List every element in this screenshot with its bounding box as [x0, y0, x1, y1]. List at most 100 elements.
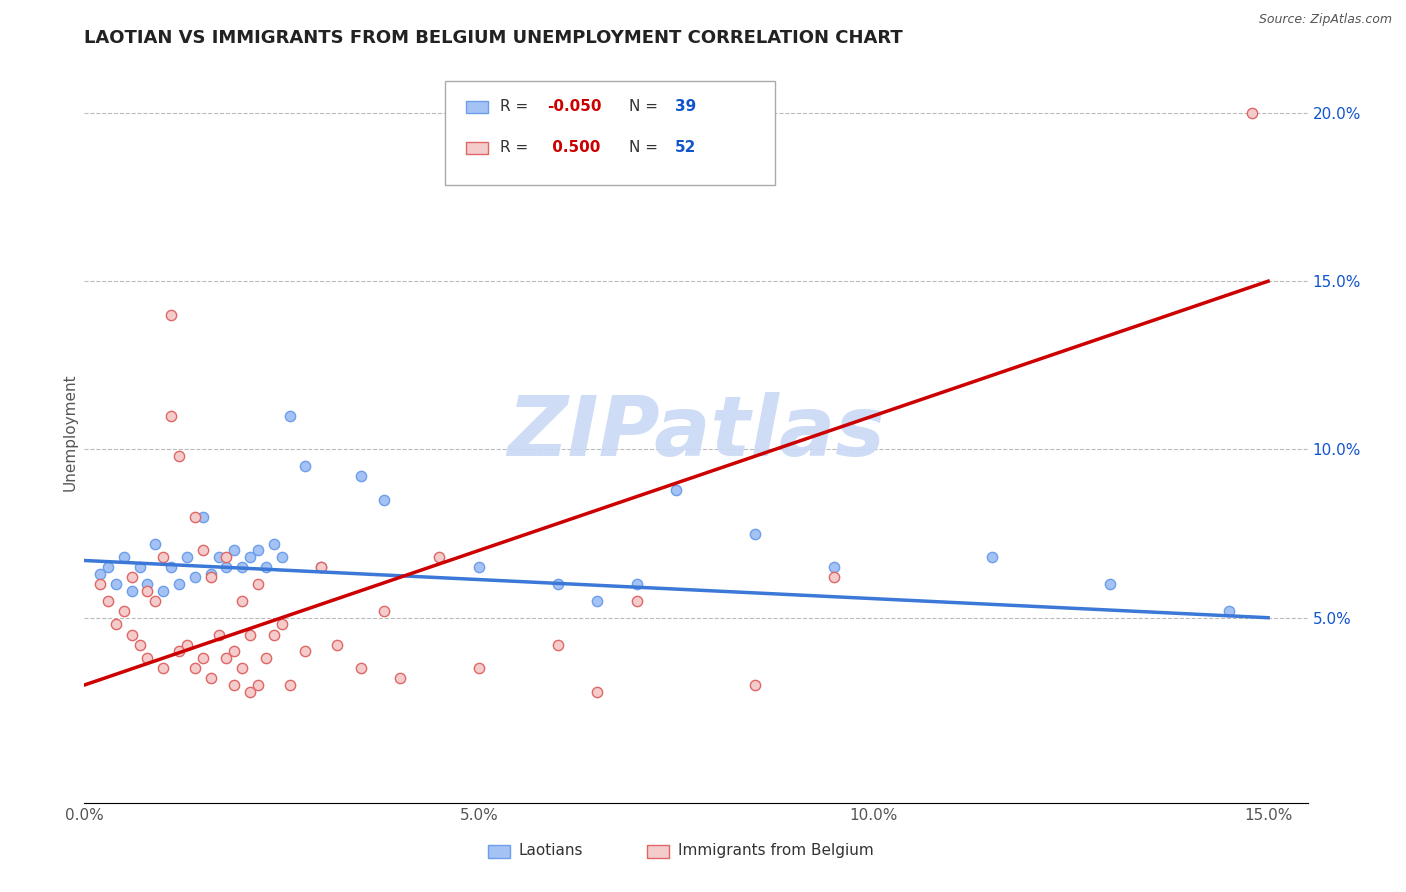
Point [167, 577, 190, 591]
Point [215, 550, 238, 565]
Point [152, 583, 174, 598]
Point [744, 526, 766, 541]
Point [1099, 577, 1122, 591]
Point [112, 604, 135, 618]
Point [152, 661, 174, 675]
Text: 0.500: 0.500 [547, 140, 600, 155]
Point [373, 492, 395, 507]
Point [121, 583, 143, 598]
Bar [465, 101, 488, 112]
Point [207, 627, 229, 641]
Point [626, 594, 648, 608]
Point [278, 678, 301, 692]
Point [254, 560, 277, 574]
Point [547, 577, 569, 591]
FancyBboxPatch shape [446, 81, 776, 185]
Point [980, 550, 1002, 565]
Text: ZIPatlas: ZIPatlas [508, 392, 884, 473]
Point [191, 509, 214, 524]
Point [200, 566, 222, 581]
Point [665, 483, 688, 497]
Point [89, 566, 111, 581]
Point [128, 638, 150, 652]
Point [191, 651, 214, 665]
Text: N =: N = [628, 140, 662, 155]
Point [184, 661, 207, 675]
Text: Source: ZipAtlas.com: Source: ZipAtlas.com [1258, 13, 1392, 27]
Point [145, 594, 167, 608]
Point [309, 560, 332, 574]
Point [224, 543, 246, 558]
Text: R =: R = [501, 99, 533, 114]
Bar [488, 845, 510, 858]
Point [326, 638, 349, 652]
Text: LAOTIAN VS IMMIGRANTS FROM BELGIUM UNEMPLOYMENT CORRELATION CHART: LAOTIAN VS IMMIGRANTS FROM BELGIUM UNEMP… [84, 29, 903, 47]
Point [231, 661, 253, 675]
Point [231, 560, 253, 574]
Point [104, 617, 127, 632]
Point [136, 651, 159, 665]
Y-axis label: Unemployment: Unemployment [62, 374, 77, 491]
Point [294, 459, 316, 474]
Point [270, 550, 292, 565]
Point [547, 638, 569, 652]
Text: -0.050: -0.050 [547, 99, 602, 114]
Point [200, 671, 222, 685]
Point [389, 671, 412, 685]
Point [744, 678, 766, 692]
Point [215, 560, 238, 574]
Point [468, 560, 491, 574]
Point [89, 577, 111, 591]
Point [136, 583, 159, 598]
Point [160, 409, 183, 423]
Point [294, 644, 316, 658]
Point [239, 685, 262, 699]
Point [215, 651, 238, 665]
Point [160, 308, 183, 322]
Point [167, 449, 190, 463]
Point [176, 638, 198, 652]
Point [246, 678, 269, 692]
Point [263, 627, 285, 641]
Point [207, 550, 229, 565]
Point [184, 509, 207, 524]
Bar [647, 845, 669, 858]
Point [97, 594, 120, 608]
Point [224, 678, 246, 692]
Point [1241, 106, 1264, 120]
Point [823, 570, 845, 584]
Point [231, 594, 253, 608]
Point [586, 594, 609, 608]
Point [152, 550, 174, 565]
Point [224, 644, 246, 658]
Point [167, 644, 190, 658]
Point [254, 651, 277, 665]
Point [823, 560, 845, 574]
Point [1218, 604, 1240, 618]
Point [200, 570, 222, 584]
Point [309, 560, 332, 574]
Point [278, 409, 301, 423]
Point [429, 550, 451, 565]
Text: Laotians: Laotians [519, 844, 583, 858]
Point [263, 536, 285, 550]
Point [246, 543, 269, 558]
Point [112, 550, 135, 565]
Point [349, 661, 371, 675]
Point [239, 550, 262, 565]
Point [184, 570, 207, 584]
Text: R =: R = [501, 140, 533, 155]
Text: 39: 39 [675, 99, 696, 114]
Point [128, 560, 150, 574]
Point [270, 617, 292, 632]
Text: Immigrants from Belgium: Immigrants from Belgium [678, 844, 873, 858]
Point [349, 469, 371, 483]
Point [121, 627, 143, 641]
Point [246, 577, 269, 591]
Point [145, 536, 167, 550]
Point [191, 543, 214, 558]
Point [239, 627, 262, 641]
Point [121, 570, 143, 584]
Text: N =: N = [628, 99, 662, 114]
Point [468, 661, 491, 675]
